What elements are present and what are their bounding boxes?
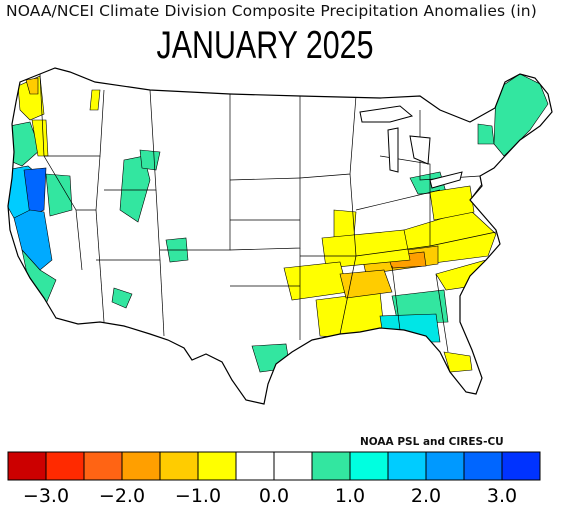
legend-tick-label: 1.0 (335, 485, 365, 507)
anomaly-az-wet (111, 287, 133, 309)
legend-bin (387, 451, 427, 481)
legend-bin (45, 451, 85, 481)
legend-bin (121, 451, 161, 481)
color-legend: −3.0 −2.0 −1.0 0.0 1.0 2.0 3.0 (7, 451, 541, 507)
lake-erie (429, 171, 463, 189)
legend-bin (501, 451, 541, 481)
anomaly-al-wet (379, 313, 441, 343)
anomaly-wa-coast-orange (25, 77, 39, 95)
legend-tick-label: −3.0 (23, 485, 69, 507)
legend-tick-label: −1.0 (175, 485, 221, 507)
anomaly-nj-wet (481, 189, 497, 211)
anomaly-wa-east-dry (89, 89, 101, 111)
anomaly-fl-dry (443, 351, 473, 373)
legend-bin (463, 451, 503, 481)
legend-bin (159, 451, 199, 481)
legend-tick-label: 2.0 (411, 485, 441, 507)
legend-tick-label: −2.0 (99, 485, 145, 507)
map-title: NOAA/NCEI Climate Division Composite Pre… (6, 2, 537, 20)
anomaly-la-dry (315, 291, 385, 339)
legend-bin (273, 451, 313, 481)
anomaly-ms-dry (339, 269, 393, 299)
data-credit: NOAA PSL and CIRES-CU (360, 436, 504, 448)
legend-tick-label: 3.0 (487, 485, 517, 507)
legend-bin (197, 451, 237, 481)
legend-tick-label: 0.0 (259, 485, 289, 507)
us-climate-division-map (7, 67, 553, 405)
anomaly-ky-dry (321, 229, 411, 269)
lake-michigan (387, 127, 399, 173)
legend-bin (83, 451, 123, 481)
lake-huron (409, 135, 431, 165)
anomaly-oh-dry (429, 185, 475, 221)
legend-bin (349, 451, 389, 481)
legend-bin (7, 451, 47, 481)
legend-bin (235, 451, 275, 481)
legend-bin (311, 451, 351, 481)
map-period-title: JANUARY 2025 (156, 24, 374, 67)
anomaly-ca-sierra-wet (23, 167, 47, 217)
anomaly-nv-wet (45, 173, 73, 217)
anomaly-ne-wet (493, 73, 549, 157)
lake-superior (359, 105, 414, 123)
legend-bin (425, 451, 465, 481)
anomaly-mi-wet (477, 123, 495, 145)
